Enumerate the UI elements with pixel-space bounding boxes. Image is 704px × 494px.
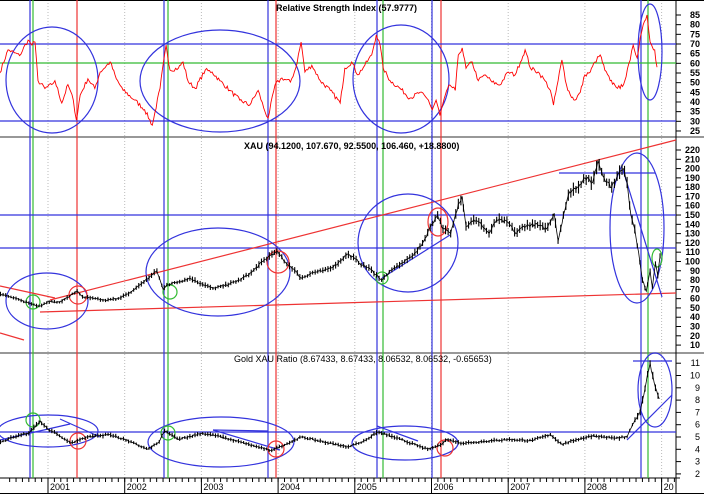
- xau-y-tick-label: 210: [685, 154, 700, 164]
- ratio-y-tick-label: 9: [695, 383, 700, 393]
- ratio-y-tick-label: 10: [690, 371, 700, 381]
- rsi-y-tick-label: 65: [690, 49, 700, 59]
- red-circle-marker: [68, 285, 88, 305]
- xau-y-tick-label: 50: [690, 303, 700, 313]
- rsi-title: Relative Strength Index (57.9777): [276, 3, 417, 13]
- red-trendline: [0, 285, 56, 299]
- rsi-y-tick-label: 35: [690, 107, 700, 117]
- xau-y-tick-label: 220: [685, 145, 700, 155]
- xau-title: XAU (94.1200, 107.670, 92.5500, 106.460,…: [244, 141, 459, 151]
- xau-y-tick-label: 120: [685, 238, 700, 248]
- xau-y-tick-label: 190: [685, 173, 700, 183]
- red-circle-marker: [436, 439, 454, 457]
- rsi-y-tick-label: 70: [690, 39, 700, 49]
- xau-y-tick-label: 140: [685, 219, 700, 229]
- green-circle-marker: [160, 425, 176, 441]
- x-tick-label: 20: [664, 482, 674, 492]
- rsi-line: [0, 14, 658, 127]
- ratio-y-tick-label: 6: [695, 420, 700, 430]
- xau-y-tick-label: 40: [690, 312, 700, 322]
- x-tick-label: 2002: [127, 482, 147, 492]
- rsi-y-tick-label: 55: [690, 68, 700, 78]
- ratio-ellipse: [0, 414, 99, 448]
- xau-y-tick-label: 160: [685, 201, 700, 211]
- red-circle-marker: [266, 250, 290, 274]
- xau-ellipse: [145, 227, 291, 317]
- xau-y-tick-label: 90: [690, 266, 700, 276]
- rsi-y-tick-label: 80: [690, 20, 700, 30]
- green-circle-marker: [375, 271, 389, 285]
- ratio-y-tick-label: 7: [695, 407, 700, 417]
- rsi-ellipse: [352, 24, 450, 134]
- ratio-ellipse: [147, 416, 295, 468]
- xau-ellipse: [357, 193, 459, 293]
- blue-trendline: [212, 429, 269, 432]
- rsi-y-tick-label: 75: [690, 29, 700, 39]
- blue-trendline: [381, 234, 451, 279]
- xau-y-tick-label: 30: [690, 322, 700, 332]
- rsi-y-tick-label: 45: [690, 87, 700, 97]
- xau-y-tick-label: 170: [685, 191, 700, 201]
- xau-y-tick-label: 130: [685, 229, 700, 239]
- rsi-ellipse: [139, 29, 301, 133]
- rsi-y-tick-label: 60: [690, 58, 700, 68]
- xau-ellipse: [609, 152, 665, 304]
- ratio-y-tick-label: 8: [695, 395, 700, 405]
- ratio-ellipse: [637, 352, 673, 428]
- ratio-y-tick-label: 11: [691, 358, 700, 368]
- blue-trendline: [622, 169, 663, 298]
- blue-trendline: [626, 394, 673, 441]
- red-trendline: [39, 292, 677, 313]
- x-tick-label: 2001: [50, 482, 70, 492]
- ratio-y-tick-label: 3: [695, 457, 700, 467]
- xau-ellipse: [5, 272, 89, 330]
- x-tick-label: 2006: [434, 482, 454, 492]
- xau-y-tick-label: 10: [690, 340, 700, 350]
- rsi-y-tick-label: 85: [690, 10, 700, 20]
- x-tick-label: 2007: [510, 482, 530, 492]
- xau-y-tick-label: 180: [685, 182, 700, 192]
- ratio-y-tick-label: 5: [695, 432, 700, 442]
- x-tick-label: 2005: [357, 482, 377, 492]
- xau-y-tick-label: 100: [685, 256, 700, 266]
- series-layer: [0, 14, 661, 453]
- x-tick-label: 2008: [587, 482, 607, 492]
- ratio-y-tick-label: 4: [695, 444, 700, 454]
- xau-y-tick-label: 20: [690, 331, 700, 341]
- x-tick-label: 2004: [280, 482, 300, 492]
- rsi-y-tick-label: 30: [690, 116, 700, 126]
- ratio-title: Gold XAU Ratio (8.67433, 8.67433, 8.0653…: [234, 354, 492, 364]
- rsi-y-tick-label: 25: [690, 126, 700, 136]
- red-circle-marker: [427, 207, 449, 237]
- xau-y-tick-label: 60: [690, 294, 700, 304]
- green-circle-marker: [162, 284, 178, 300]
- ratio-annotations: [0, 352, 676, 468]
- green-circle-marker: [25, 412, 41, 428]
- axes-layer: 2001 2002 2003 2004 2005 2006 2007 2008 20858075…: [9, 10, 700, 494]
- x-tick-label: 2003: [203, 482, 223, 492]
- rsi-y-tick-label: 50: [690, 78, 700, 88]
- xau-y-tick-label: 200: [685, 164, 700, 174]
- xau-y-tick-label: 110: [685, 247, 700, 257]
- red-trendline: [0, 332, 25, 341]
- xau-y-tick-label: 80: [690, 275, 700, 285]
- rsi-y-tick-label: 40: [690, 97, 700, 107]
- red-circle-marker: [267, 440, 285, 458]
- green-circle-marker: [651, 248, 663, 268]
- xau-y-tick-label: 150: [685, 210, 700, 220]
- vertical-annotations: [29, 0, 649, 478]
- blue-trendline: [376, 425, 419, 442]
- xau-y-tick-label: 70: [690, 284, 700, 294]
- ratio-y-tick-label: 2: [695, 469, 700, 479]
- blue-trendline: [59, 418, 101, 438]
